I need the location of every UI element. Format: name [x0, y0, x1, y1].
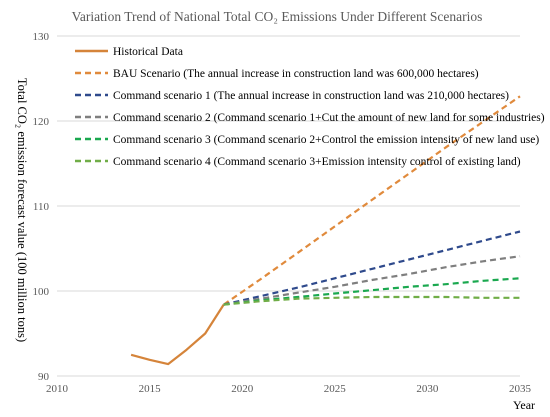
y-axis-label: Total CO₂ emission forecast value (100 m…	[15, 78, 29, 342]
y-axis-ticks: 90 100 110 120 130	[33, 31, 50, 383]
series-lines	[130, 95, 521, 366]
legend-label: BAU Scenario (The annual increase in con…	[113, 68, 479, 80]
series-line-0	[130, 304, 225, 366]
y-tick-label: 120	[33, 116, 50, 128]
legend-label: Command scenario 4 (Command scenario 3+E…	[113, 156, 521, 168]
x-tick-label: 2025	[324, 383, 347, 395]
legend: Historical Data BAU Scenario (The annual …	[75, 46, 545, 168]
x-tick-label: 2035	[509, 383, 532, 395]
grid	[57, 35, 520, 292]
x-tick-label: 2010	[46, 383, 69, 395]
y-tick-label: 100	[33, 286, 50, 298]
legend-label: Command scenario 2 (Command scenario 1+C…	[113, 112, 545, 124]
series-line-3	[223, 255, 521, 306]
legend-label: Command scenario 3 (Command scenario 2+C…	[113, 134, 539, 146]
x-tick-label: 2030	[416, 383, 439, 395]
y-tick-label: 110	[33, 201, 50, 213]
series-line-1	[223, 95, 521, 306]
legend-label: Command scenario 1 (The annual increase …	[113, 90, 509, 102]
x-tick-label: 2015	[139, 383, 162, 395]
x-tick-label: 2020	[231, 383, 254, 395]
y-tick-label: 130	[33, 31, 50, 43]
y-tick-label: 90	[38, 371, 50, 383]
x-axis-label: Year	[513, 398, 535, 412]
chart-title: Variation Trend of National Total CO₂ Em…	[72, 9, 483, 24]
series-line-2	[223, 230, 521, 306]
legend-label: Historical Data	[113, 46, 183, 58]
x-axis-ticks: 2010 2015 2020 2025 2030 2035	[46, 383, 532, 395]
